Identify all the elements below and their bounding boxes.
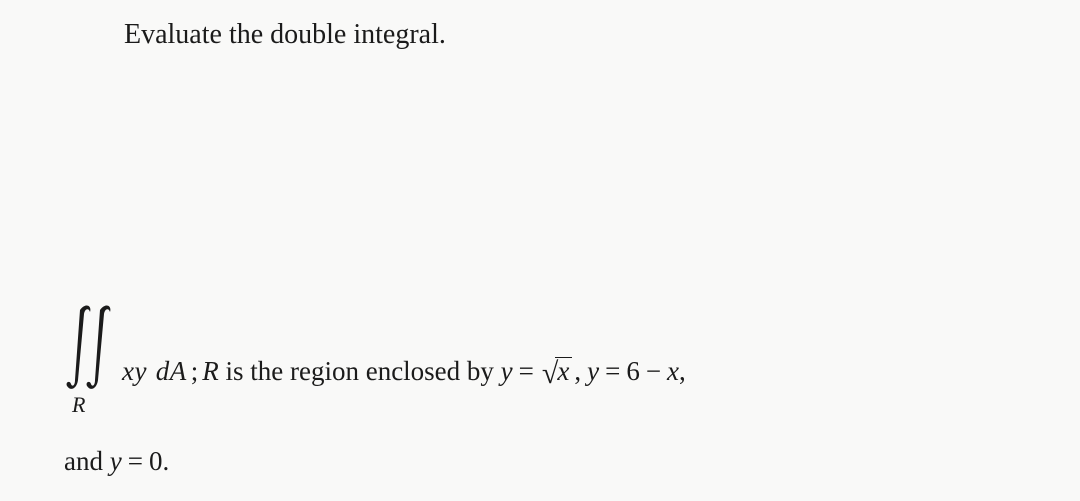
- integral-region-subscript: R: [72, 392, 85, 418]
- region-variable: R: [202, 356, 219, 386]
- semicolon: ;: [189, 356, 203, 386]
- equals-2: =: [599, 356, 626, 386]
- instruction-text: Evaluate the double integral.: [124, 18, 446, 52]
- equals-3: =: [122, 446, 149, 476]
- problem-line-2: and y=0.: [62, 446, 1022, 477]
- sqrt-expression: √x: [542, 357, 572, 385]
- bound2-lhs: y: [587, 356, 599, 386]
- comma-1: ,: [574, 356, 587, 386]
- desc-lead: is the region enclosed by: [219, 356, 501, 386]
- period: .: [162, 446, 169, 476]
- problem-statement: R xy dA; R is the region enclosed by y=√…: [62, 336, 1022, 477]
- integrand-dA: dA: [156, 356, 189, 386]
- bound2-var: x: [667, 356, 679, 386]
- integrand-xy: xy: [122, 356, 149, 386]
- bound1-lhs: y: [501, 356, 513, 386]
- page: Evaluate the double integral. R xy dA; R…: [0, 0, 1080, 501]
- integral-icon: [62, 302, 120, 392]
- minus-op: −: [640, 356, 667, 386]
- comma-2: ,: [679, 356, 692, 386]
- integrand: xy dA;: [122, 356, 202, 387]
- equals-1: =: [513, 356, 540, 386]
- bound3-rhs: 0: [149, 446, 163, 476]
- bound2-const: 6: [626, 356, 640, 386]
- region-description: R is the region enclosed by y=√x,y=6−x,: [202, 356, 692, 387]
- and-text: and: [64, 446, 110, 476]
- problem-line-1: R xy dA; R is the region enclosed by y=√…: [62, 336, 1022, 406]
- double-integral-symbol: R: [62, 314, 120, 406]
- bound3-lhs: y: [110, 446, 122, 476]
